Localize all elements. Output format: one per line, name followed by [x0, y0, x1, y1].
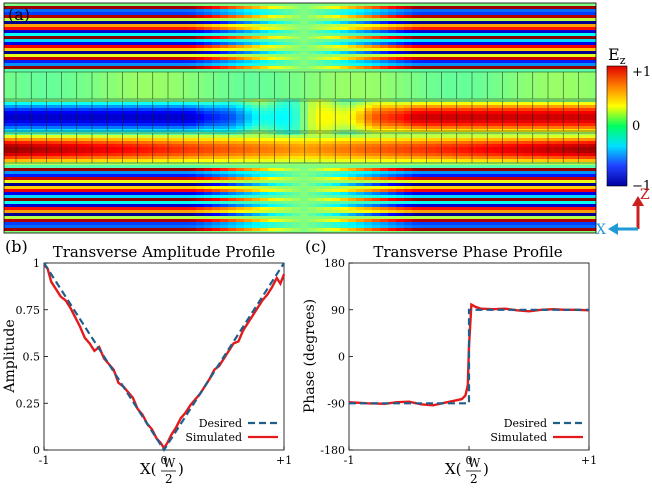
amplitude-chart: (b) Transverse Amplitude Profile 0 0.25 0.…	[2, 237, 292, 486]
panel-label-a: (a)	[8, 5, 30, 24]
axes-indicator: Z X	[596, 187, 650, 238]
series-line-desired	[349, 308, 589, 405]
y-tick-label: 0.5	[23, 351, 41, 364]
field-map-border	[3, 2, 597, 234]
phase-x-label: X( W 2 )	[445, 456, 489, 486]
y-tick-label: -90	[327, 397, 345, 410]
legend-label: Simulated	[490, 431, 547, 444]
colorbar-label: Ez	[608, 45, 626, 67]
z-arrow-head	[632, 196, 644, 206]
amplitude-x-label: X( W 2 )	[140, 456, 184, 486]
colorbar-gradient	[606, 65, 628, 187]
colorbar-tick-zero: 0	[632, 119, 640, 134]
panel-label-b: (b)	[5, 237, 28, 256]
colorbar-tick-max: +1	[632, 65, 651, 80]
x-tick-label: -1	[344, 454, 355, 467]
phase-y-label: Phase (degrees)	[302, 299, 318, 413]
y-tick-label: -180	[320, 444, 345, 457]
y-tick-label: 90	[331, 304, 345, 317]
metasurface-cells	[4, 71, 596, 164]
y-tick-label: 0	[338, 351, 345, 364]
legend-label: Desired	[199, 417, 242, 430]
amplitude-series	[43, 262, 286, 453]
y-tick-label: 0.75	[16, 304, 41, 317]
y-tick-label: 0.25	[16, 397, 41, 410]
series-line-desired	[43, 262, 285, 453]
x-tick-label: 0	[161, 454, 168, 467]
phase-chart: (c) Transverse Phase Profile -180 -90 0 90 1…	[302, 237, 597, 486]
field-map	[4, 3, 596, 233]
amplitude-chart-title: Transverse Amplitude Profile	[53, 243, 276, 261]
x-tick-label: 0	[466, 454, 473, 467]
phase-series	[348, 302, 590, 407]
amplitude-y-label: Amplitude	[2, 319, 18, 393]
phase-chart-title: Transverse Phase Profile	[373, 243, 562, 261]
legend-label: Desired	[504, 417, 547, 430]
y-tick-label: 180	[324, 257, 345, 270]
x-axis-indicator-label: X	[596, 222, 606, 238]
x-tick-label: +1	[276, 454, 292, 467]
x-tick-label: -1	[39, 454, 50, 467]
y-tick-label: 1	[33, 257, 40, 270]
colorbar-tick-min: −1	[632, 179, 651, 194]
x-tick-label: +1	[581, 454, 597, 467]
z-axis-label: Z	[640, 187, 650, 203]
amplitude-y-ticks: 0 0.25 0.5 0.75 1	[16, 257, 48, 457]
panel-label-c: (c)	[305, 237, 326, 256]
series-line-simulated	[43, 264, 286, 451]
field-map-panel: (a)	[3, 2, 597, 234]
legend-label: Simulated	[185, 431, 242, 444]
phase-x-ticks: -1 0 +1	[344, 446, 597, 467]
phase-y-ticks: -180 -90 0 90 180	[320, 257, 353, 457]
y-tick-label: 0	[33, 444, 40, 457]
x-arrow-head	[608, 223, 618, 235]
amplitude-x-ticks: -1 0 +1	[39, 446, 292, 467]
colorbar: Ez +1 0 −1	[606, 45, 651, 194]
